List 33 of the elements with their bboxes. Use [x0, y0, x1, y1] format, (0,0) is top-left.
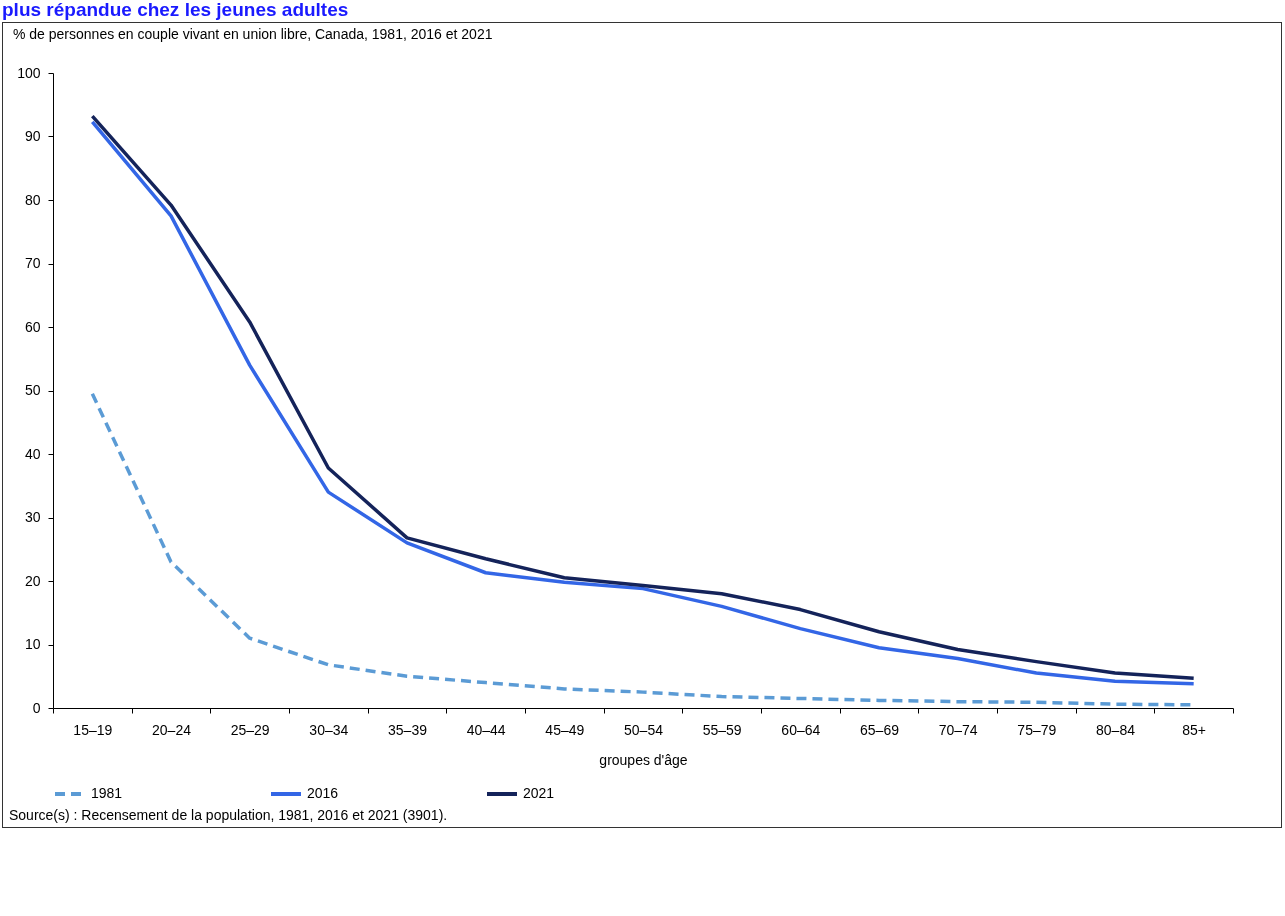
legend-label: 1981 — [91, 785, 123, 801]
x-tick-label: 50–54 — [624, 721, 664, 738]
chart-subtitle: % de personnes en couple vivant en union libre, Canada, 1981, 2016 et 2021 — [13, 26, 493, 42]
x-tick-label: 45–49 — [545, 721, 585, 738]
x-tick-label: 60–64 — [781, 721, 821, 738]
x-tick-label: 20–24 — [152, 721, 192, 738]
y-tick-label: 100 — [17, 64, 41, 81]
y-tick-label: 0 — [32, 699, 41, 716]
x-tick-label: 35–39 — [388, 721, 428, 738]
y-tick-label: 50 — [24, 382, 41, 398]
x-tick-label: 65–69 — [860, 721, 900, 738]
y-tick-label: 10 — [24, 636, 41, 652]
y-tick-label: 20 — [24, 572, 41, 589]
x-tick-label: 40–44 — [466, 721, 506, 738]
chart-title: plus répandue chez les jeunes adultes — [1, 0, 350, 22]
y-tick-label: 40 — [24, 445, 41, 462]
x-tick-label: 25–29 — [230, 721, 270, 738]
y-tick-label: 30 — [24, 509, 41, 525]
x-tick-label: 55–59 — [702, 721, 742, 738]
y-tick-label: 70 — [24, 255, 41, 271]
y-tick-label: 90 — [24, 128, 41, 144]
x-tick-label: 15–19 — [73, 721, 113, 738]
legend-label: 2021 — [523, 785, 555, 801]
x-axis-title: groupes d'âge — [599, 751, 688, 768]
legend-label: 2016 — [307, 785, 339, 801]
source-note: Source(s) : Recensement de la population, 1981, 2016 et 2021 (3901). — [8, 807, 449, 825]
x-tick-label: 80–84 — [1096, 721, 1136, 738]
y-tick-label: 60 — [24, 318, 41, 335]
x-tick-label: 85+ — [1182, 721, 1207, 738]
y-tick-label: 80 — [24, 191, 41, 208]
x-tick-label: 30–34 — [309, 721, 349, 738]
x-tick-label: 75–79 — [1017, 721, 1057, 738]
x-tick-label: 70–74 — [938, 721, 978, 738]
